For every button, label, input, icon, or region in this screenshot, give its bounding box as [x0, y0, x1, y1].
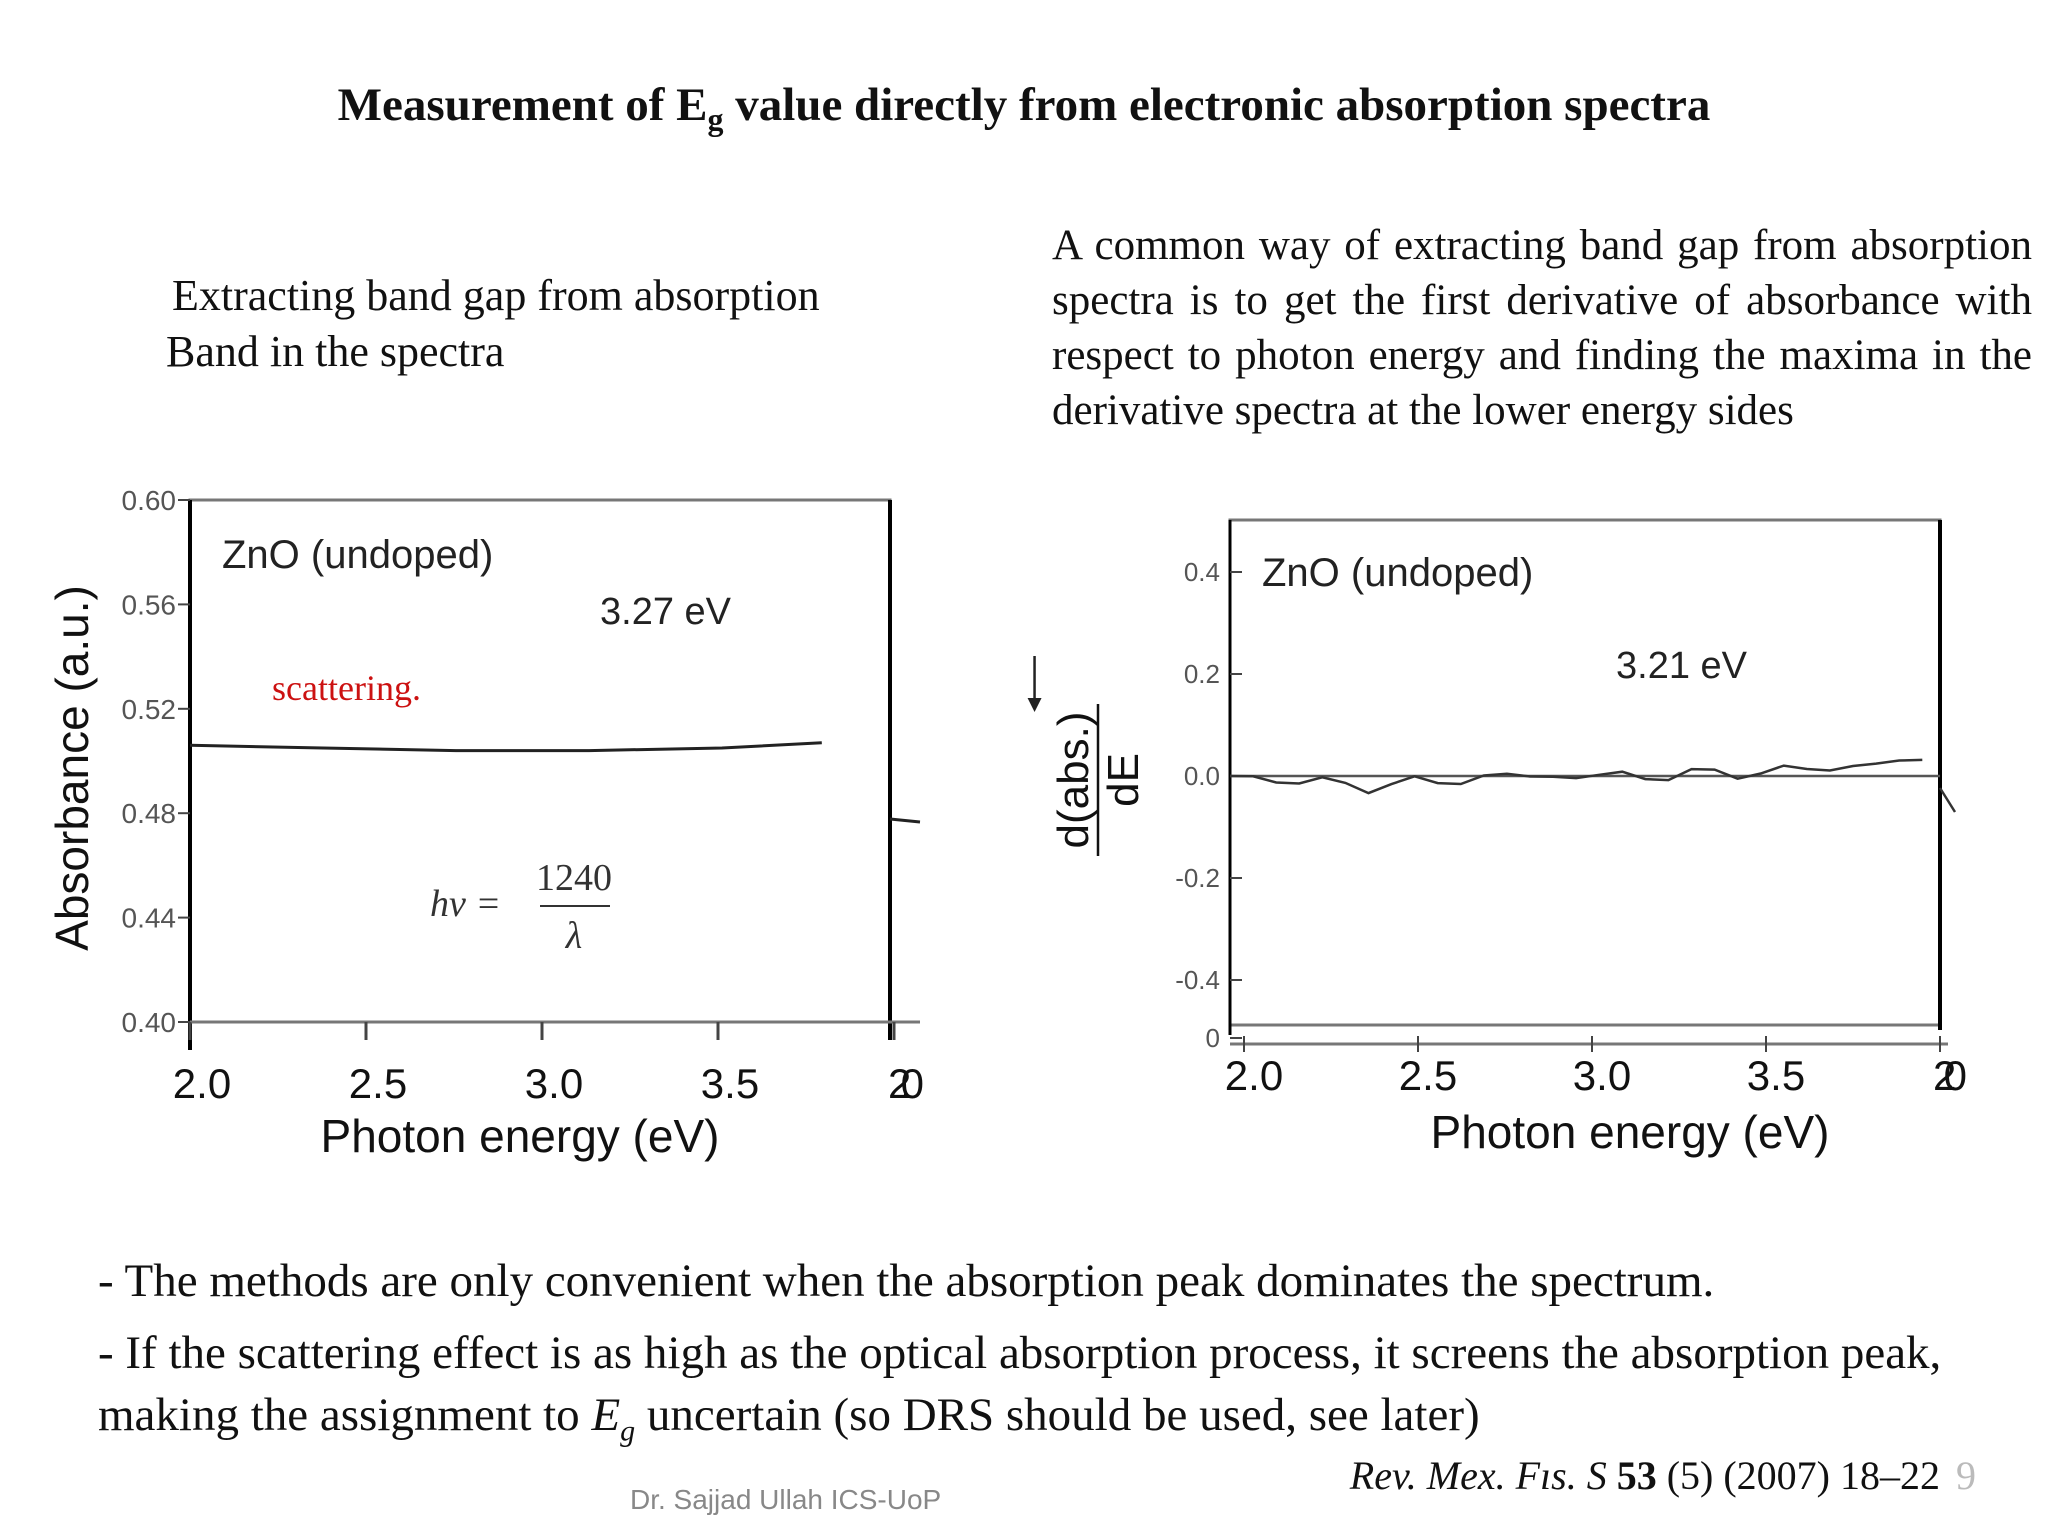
formula-lhs: hν =: [430, 883, 501, 925]
derivative-y-tick-label: 0.4: [1184, 557, 1220, 587]
derivative-y-axis-label: d(abs.) dE: [1049, 704, 1148, 856]
derivative-y-tick-label: -0.2: [1175, 863, 1220, 893]
left-caption: Extracting band gap from absorption Band…: [166, 268, 820, 380]
derivative-series-line: [1229, 758, 1923, 795]
derivative-y-tick-label: 0.2: [1184, 659, 1220, 689]
absorbance-x-tick-label: 3.5: [701, 1060, 759, 1107]
citation: Rev. Mex. Fıs. S 53 (5) (2007) 18–22: [1349, 1453, 1940, 1498]
derivative-y-label-denominator: dE: [1099, 753, 1148, 807]
page-number: 9: [1956, 1453, 1976, 1498]
derivative-x-tick-label: 3.5: [1747, 1052, 1805, 1099]
absorbance-peak-annotation: 3.27 eV: [600, 591, 732, 633]
absorbance-y-tick-label: 0.48: [122, 798, 177, 829]
bullet-1: - The methods are only convenient when t…: [98, 1255, 1715, 1307]
absorbance-y-tick-label: 0.40: [122, 1007, 177, 1038]
absorbance-x-tick-label: 2.5: [349, 1060, 407, 1107]
footer-author: Dr. Sajjad Ullah ICS-UoP: [630, 1484, 942, 1515]
derivative-x-axis-label: Photon energy (eV): [1431, 1106, 1830, 1158]
derivative-peak-annotation: 3.21 eV: [1616, 645, 1748, 687]
formula-numerator: 1240: [536, 857, 612, 899]
right-paragraph: A common way of extracting band gap from…: [1052, 222, 2032, 434]
formula-denominator: λ: [565, 915, 582, 957]
derivative-y-tick-label: 0: [1206, 1023, 1220, 1053]
absorbance-x-tick-label: 2.0: [888, 1060, 924, 1107]
absorbance-peak-arrowhead: [1027, 698, 1042, 712]
absorbance-y-axis-label: Absorbance (a.u.): [46, 585, 98, 951]
derivative-x-tick-label: 3.0: [1573, 1052, 1631, 1099]
absorbance-x-tick-label: 3.0: [525, 1060, 583, 1107]
absorbance-x-tick-label: 2.0: [173, 1060, 231, 1107]
absorbance-y-tick-label: 0.56: [122, 589, 177, 620]
absorbance-series-line: [189, 741, 822, 753]
bullet-2: - If the scattering effect is as high as…: [98, 1327, 1942, 1448]
derivative-plot-frame: [1228, 518, 1942, 1027]
left-caption-line1: Extracting band gap from absorption: [172, 271, 820, 320]
derivative-y-tick-label: 0.0: [1184, 761, 1220, 791]
absorbance-y-tick-label: 0.60: [122, 485, 177, 516]
absorbance-line-continuation: [889, 817, 921, 824]
bullet-list: - The methods are only convenient when t…: [98, 1250, 1978, 1472]
derivative-x-tick-label: 2.0: [1225, 1052, 1283, 1099]
derivative-y-label-numerator: d(abs.): [1049, 712, 1098, 849]
slide-title: Measurement of Eg value directly from el…: [337, 79, 1711, 137]
absorbance-x-axis-label: Photon energy (eV): [321, 1110, 720, 1162]
scattering-note: scattering.: [272, 668, 421, 708]
absorbance-y-tick-label: 0.44: [122, 903, 177, 934]
derivative-x-tick-label: 2.5: [1399, 1052, 1457, 1099]
absorbance-y-tick-label: 0.52: [122, 694, 177, 725]
derivative-line-continuation: [1938, 787, 1957, 813]
absorbance-legend-label: ZnO (undoped): [222, 533, 493, 577]
derivative-legend-label: ZnO (undoped): [1262, 551, 1533, 595]
derivative-y-tick-label: -0.4: [1175, 965, 1220, 995]
derivative-x-tick-label: 2.0: [1933, 1052, 1967, 1099]
left-caption-line2: Band in the spectra: [166, 327, 505, 376]
